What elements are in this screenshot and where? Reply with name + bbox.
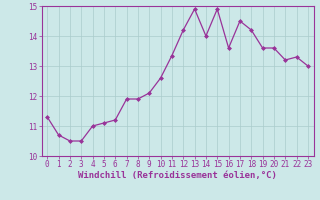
X-axis label: Windchill (Refroidissement éolien,°C): Windchill (Refroidissement éolien,°C) bbox=[78, 171, 277, 180]
